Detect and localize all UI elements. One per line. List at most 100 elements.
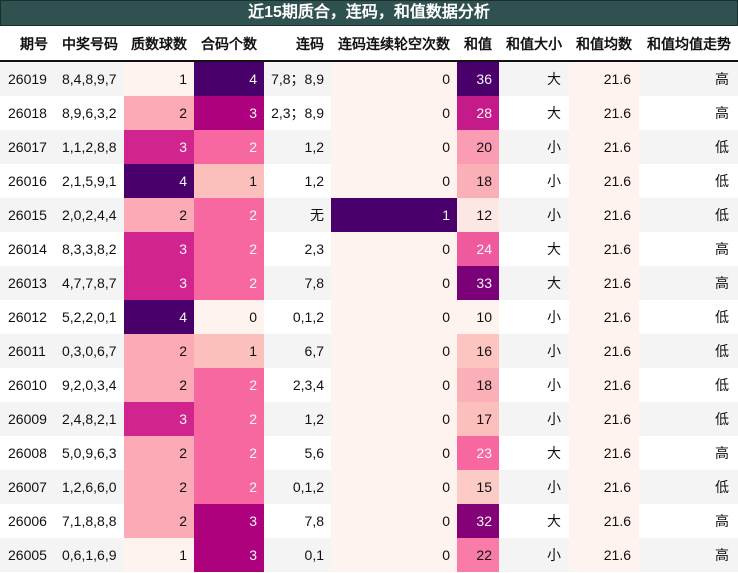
- cell-consecutive-miss: 0: [331, 232, 457, 266]
- header-sum: 和值: [464, 36, 492, 52]
- table-row: 26005 0,6,1,6,9 1 3 0,1 0 22 小 21.6 高: [0, 538, 738, 572]
- cell-sum: 20: [457, 130, 499, 164]
- cell-consecutive-miss: 0: [331, 334, 457, 368]
- cell-issue: 26006: [8, 513, 47, 529]
- cell-composite-count: 2: [194, 470, 264, 504]
- cell-sum-size: 小: [547, 207, 561, 223]
- cell-prime-count: 3: [124, 266, 194, 300]
- cell-sum: 10: [457, 300, 499, 334]
- table-row: 26019 8,4,8,9,7 1 4 7,8；8,9 0 36 大 21.6 高: [0, 62, 738, 96]
- cell-issue: 26007: [8, 479, 47, 495]
- cell-consecutive: 1,2: [304, 411, 324, 427]
- cell-composite-count: 2: [194, 266, 264, 300]
- cell-sum-average: 21.6: [569, 62, 639, 96]
- header-sum-average: 和值均数: [576, 36, 632, 52]
- cell-sum-average: 21.6: [569, 504, 639, 538]
- cell-issue: 26019: [8, 71, 47, 87]
- cell-consecutive-miss: 0: [331, 130, 457, 164]
- cell-sum-trend: 高: [715, 241, 729, 257]
- cell-prime-count: 3: [124, 402, 194, 436]
- cell-consecutive: 0,1,2: [292, 479, 324, 495]
- cell-consecutive: 2,3: [304, 241, 324, 257]
- cell-consecutive-miss: 0: [331, 368, 457, 402]
- header-prime-count: 质数球数: [131, 36, 187, 52]
- cell-consecutive-miss: 0: [331, 266, 457, 300]
- cell-sum-average: 21.6: [569, 402, 639, 436]
- table-row: 26010 9,2,0,3,4 2 2 2,3,4 0 18 小 21.6 低: [0, 368, 738, 402]
- cell-winning-numbers: 2,4,8,2,1: [62, 411, 117, 427]
- cell-sum-average: 21.6: [569, 538, 639, 572]
- cell-prime-count: 2: [124, 198, 194, 232]
- cell-sum-average: 21.6: [569, 198, 639, 232]
- table-header-row: 期号 中奖号码 质数球数 合码个数 连码 连码连续轮空次数 和值 和值大小 和值…: [0, 26, 738, 62]
- cell-sum: 16: [457, 334, 499, 368]
- cell-prime-count: 2: [124, 334, 194, 368]
- cell-composite-count: 2: [194, 198, 264, 232]
- cell-sum-trend: 低: [715, 173, 729, 189]
- cell-issue: 26012: [8, 309, 47, 325]
- cell-sum-average: 21.6: [569, 300, 639, 334]
- cell-issue: 26005: [8, 547, 47, 563]
- cell-sum-trend: 低: [715, 479, 729, 495]
- cell-sum: 32: [457, 504, 499, 538]
- cell-sum: 15: [457, 470, 499, 504]
- cell-consecutive: 1,2: [304, 139, 324, 155]
- cell-sum-trend: 低: [715, 343, 729, 359]
- cell-prime-count: 4: [124, 164, 194, 198]
- cell-sum-size: 大: [547, 105, 561, 121]
- cell-issue: 26017: [8, 139, 47, 155]
- cell-consecutive: 7,8: [304, 513, 324, 529]
- analysis-table: 期号 中奖号码 质数球数 合码个数 连码 连码连续轮空次数 和值 和值大小 和值…: [0, 26, 738, 572]
- cell-issue: 26016: [8, 173, 47, 189]
- cell-prime-count: 2: [124, 96, 194, 130]
- cell-sum-trend: 高: [715, 513, 729, 529]
- cell-winning-numbers: 1,2,6,6,0: [62, 479, 117, 495]
- cell-prime-count: 2: [124, 504, 194, 538]
- cell-sum-trend: 高: [715, 275, 729, 291]
- cell-consecutive: 5,6: [304, 445, 324, 461]
- cell-winning-numbers: 7,1,8,8,8: [62, 513, 117, 529]
- cell-sum: 24: [457, 232, 499, 266]
- table-row: 26007 1,2,6,6,0 2 2 0,1,2 0 15 小 21.6 低: [0, 470, 738, 504]
- cell-sum-size: 小: [547, 309, 561, 325]
- cell-consecutive-miss: 0: [331, 538, 457, 572]
- cell-winning-numbers: 5,2,2,0,1: [62, 309, 117, 325]
- cell-prime-count: 2: [124, 470, 194, 504]
- cell-sum-average: 21.6: [569, 130, 639, 164]
- cell-prime-count: 4: [124, 300, 194, 334]
- cell-consecutive-miss: 0: [331, 96, 457, 130]
- table-row: 26015 2,0,2,4,4 2 2 无 1 12 小 21.6 低: [0, 198, 738, 232]
- cell-sum: 36: [457, 62, 499, 96]
- cell-sum-size: 小: [547, 411, 561, 427]
- cell-sum-size: 小: [547, 377, 561, 393]
- cell-consecutive-miss: 1: [331, 198, 457, 232]
- cell-sum: 18: [457, 164, 499, 198]
- table-row: 26011 0,3,0,6,7 2 1 6,7 0 16 小 21.6 低: [0, 334, 738, 368]
- table-row: 26018 8,9,6,3,2 2 3 2,3；8,9 0 28 大 21.6 高: [0, 96, 738, 130]
- table-title: 近15期质合，连码，和值数据分析: [0, 0, 738, 26]
- cell-composite-count: 3: [194, 538, 264, 572]
- cell-issue: 26010: [8, 377, 47, 393]
- cell-composite-count: 3: [194, 504, 264, 538]
- cell-sum-size: 小: [547, 479, 561, 495]
- cell-sum: 22: [457, 538, 499, 572]
- cell-prime-count: 3: [124, 232, 194, 266]
- cell-sum-size: 大: [547, 71, 561, 87]
- cell-sum-trend: 低: [715, 411, 729, 427]
- cell-sum-trend: 高: [715, 105, 729, 121]
- table-row: 26014 8,3,3,8,2 3 2 2,3 0 24 大 21.6 高: [0, 232, 738, 266]
- cell-winning-numbers: 8,3,3,8,2: [62, 241, 117, 257]
- cell-sum-trend: 低: [715, 207, 729, 223]
- cell-sum-trend: 低: [715, 309, 729, 325]
- cell-prime-count: 2: [124, 368, 194, 402]
- cell-composite-count: 1: [194, 164, 264, 198]
- cell-winning-numbers: 1,1,2,8,8: [62, 139, 117, 155]
- cell-composite-count: 2: [194, 368, 264, 402]
- cell-sum-average: 21.6: [569, 334, 639, 368]
- cell-prime-count: 1: [124, 62, 194, 96]
- cell-composite-count: 2: [194, 130, 264, 164]
- header-consecutive: 连码: [296, 36, 324, 52]
- cell-issue: 26011: [8, 343, 46, 359]
- cell-consecutive-miss: 0: [331, 504, 457, 538]
- cell-consecutive: 0,1: [304, 547, 324, 563]
